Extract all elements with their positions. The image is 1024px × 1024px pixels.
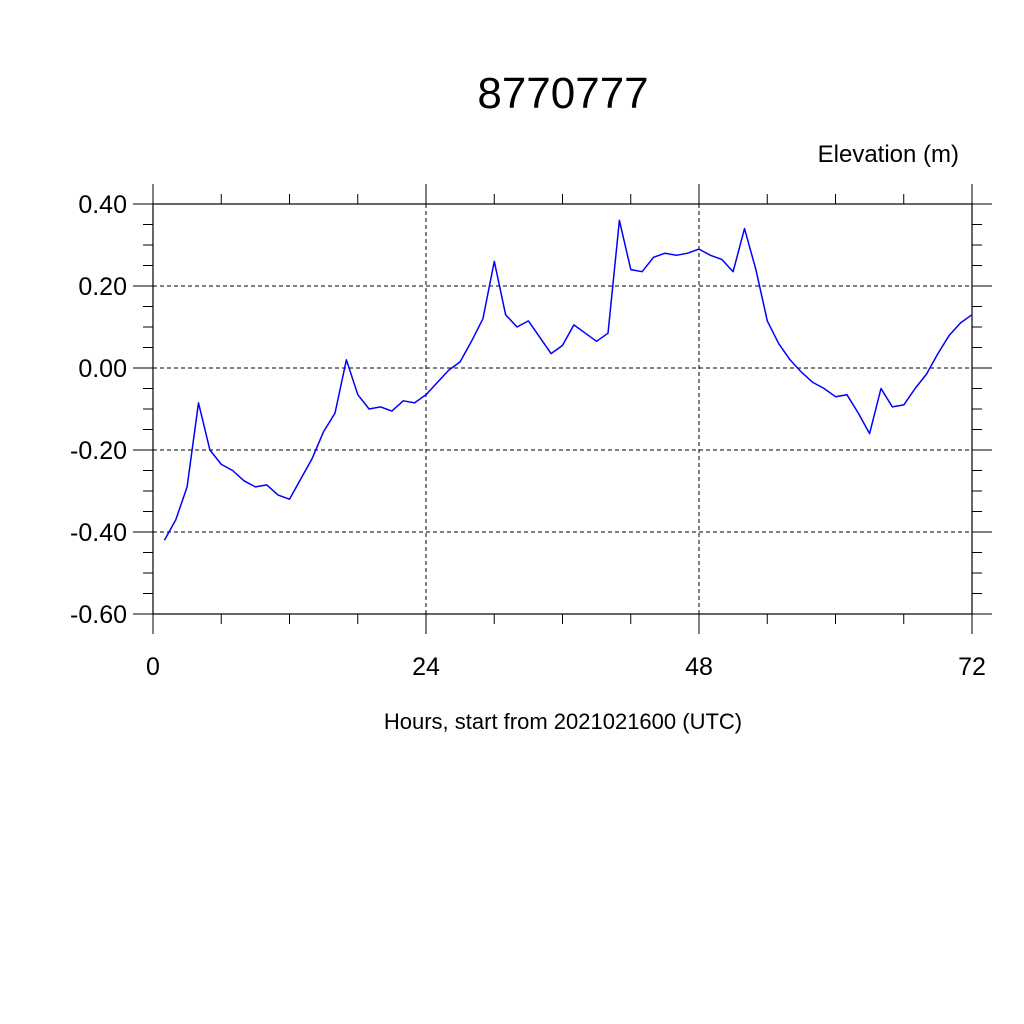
y-tick-label: -0.40 [70,519,127,547]
chart-title: 8770777 [477,69,648,118]
y-tick-label: 0.20 [78,273,127,301]
plot-frame [152,203,973,615]
y-tick-label: 0.40 [78,191,127,219]
y-axis-label: Elevation (m) [818,141,959,168]
series-group [163,219,973,541]
y-tick-label: 0.00 [78,355,127,383]
y-tick-label: -0.20 [70,437,127,465]
y-tick-label: -0.60 [70,601,127,629]
tick-labels: 0.40 0.20 0.00 -0.20 -0.40 -0.60 0 24 48 72 [70,191,986,681]
grid-lines [153,203,972,615]
x-tick-label: 24 [412,653,440,681]
x-tick-label: 48 [685,653,713,681]
series-line [163,219,973,541]
x-axis-label: Hours, start from 2021021600 (UTC) [384,709,742,734]
x-tick-label: 72 [958,653,986,681]
axis-ticks [133,184,992,634]
x-tick-label: 0 [146,653,160,681]
